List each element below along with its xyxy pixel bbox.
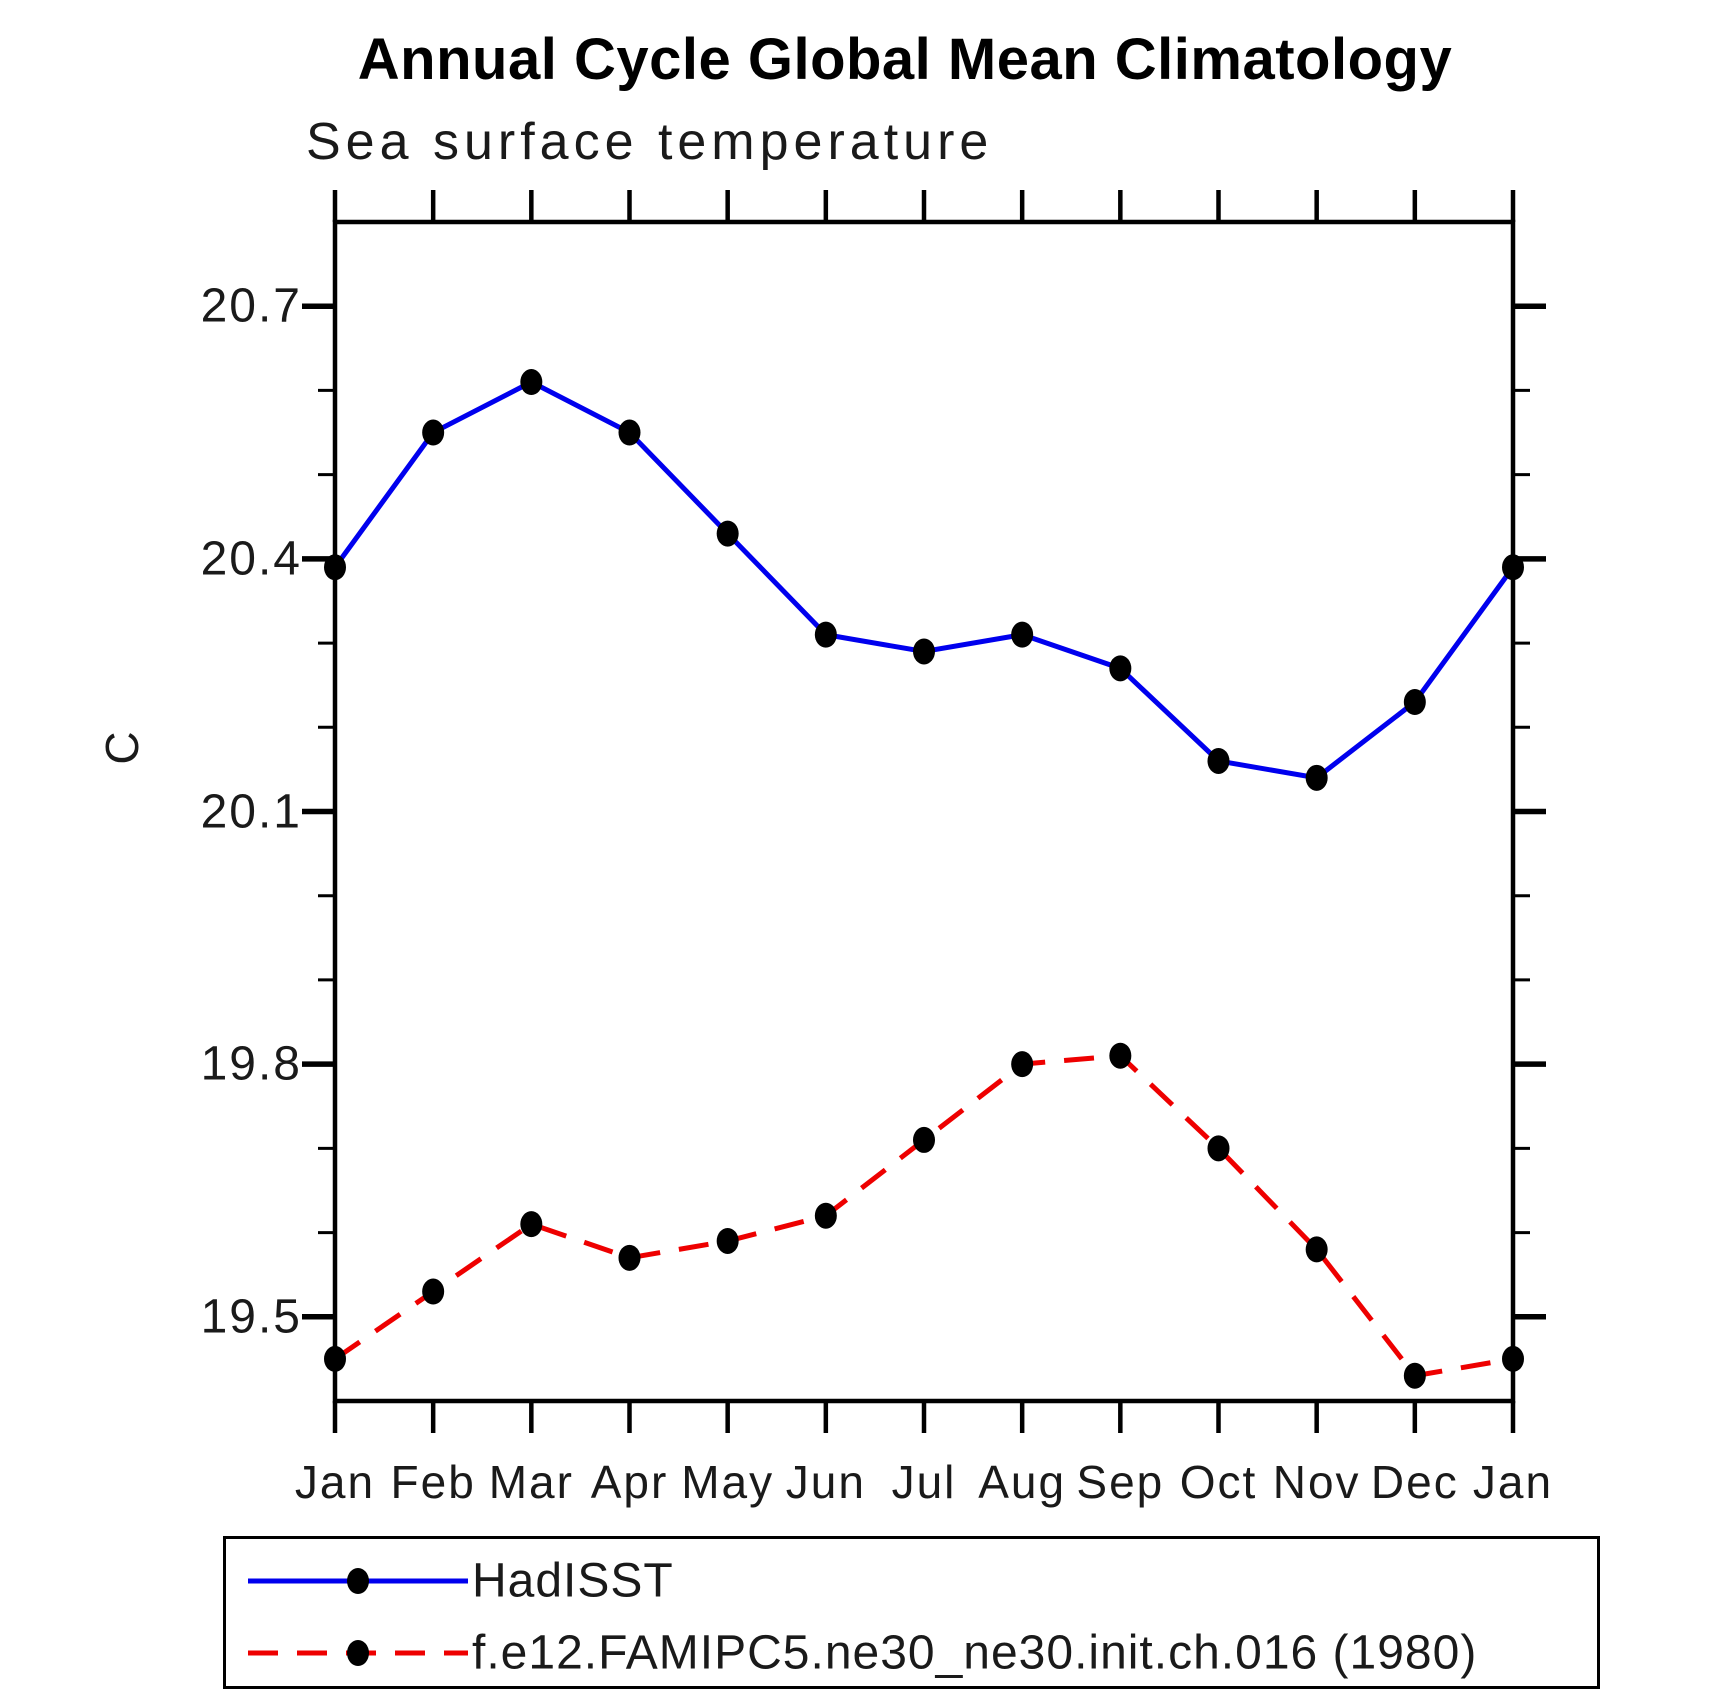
data-point-1-May bbox=[716, 1227, 739, 1254]
data-point-0-Aug bbox=[1011, 621, 1034, 648]
data-point-1-Oct bbox=[1207, 1135, 1230, 1162]
x-tick-label: Apr bbox=[590, 1456, 669, 1508]
y-tick-label: 19.8 bbox=[200, 1037, 302, 1091]
data-point-0-Nov bbox=[1305, 764, 1328, 791]
x-tick-label: Mar bbox=[488, 1456, 574, 1508]
y-tick-label: 20.1 bbox=[200, 785, 302, 838]
y-tick-label: 20.7 bbox=[200, 279, 302, 333]
x-tick-label: Jan bbox=[1472, 1456, 1554, 1508]
series-line-0 bbox=[332, 379, 1516, 781]
data-point-1-Jan bbox=[1502, 1345, 1524, 1372]
data-point-1-Mar bbox=[520, 1211, 543, 1238]
x-tick-label: Oct bbox=[1179, 1456, 1258, 1508]
data-point-0-May bbox=[716, 520, 739, 547]
data-point-1-Jul bbox=[913, 1126, 935, 1153]
plot-frame bbox=[332, 219, 1516, 1404]
legend-sample-marker-0 bbox=[347, 1568, 369, 1594]
legend bbox=[223, 1536, 1600, 1689]
x-tick-label: Jan bbox=[294, 1456, 376, 1508]
data-point-0-Jan bbox=[1502, 554, 1524, 581]
data-point-0-Feb bbox=[422, 419, 445, 446]
x-tick-label: Aug bbox=[978, 1456, 1067, 1508]
chart-subtitle: Sea surface temperature bbox=[306, 113, 994, 171]
data-point-0-Jul bbox=[913, 638, 935, 665]
legend-label-hadisst: HadISST bbox=[472, 1554, 674, 1608]
data-point-1-Nov bbox=[1305, 1236, 1328, 1263]
data-point-0-Oct bbox=[1207, 747, 1230, 774]
data-point-0-Sep bbox=[1109, 655, 1132, 682]
y-tick-label: 20.4 bbox=[200, 532, 302, 586]
data-point-0-Apr bbox=[618, 419, 641, 446]
x-tick-label: Jul bbox=[891, 1456, 957, 1508]
y-axis-unit-label: C bbox=[96, 731, 148, 765]
x-tick-label: May bbox=[681, 1456, 775, 1508]
y-tick-label: 19.5 bbox=[200, 1290, 302, 1344]
data-point-1-Dec bbox=[1403, 1362, 1426, 1389]
data-point-0-Jan bbox=[324, 554, 346, 581]
x-tick-label: Jun bbox=[785, 1456, 866, 1508]
chart-title: Annual Cycle Global Mean Climatology bbox=[357, 27, 1453, 92]
data-point-1-Apr bbox=[618, 1244, 641, 1271]
x-tick-label: Feb bbox=[390, 1456, 476, 1508]
series-line-1 bbox=[333, 1053, 1514, 1379]
data-point-0-Dec bbox=[1403, 689, 1426, 716]
x-tick-label: Nov bbox=[1272, 1456, 1361, 1508]
data-point-1-Aug bbox=[1011, 1051, 1034, 1078]
data-point-0-Mar bbox=[520, 369, 543, 396]
x-tick-label: Sep bbox=[1076, 1456, 1165, 1508]
x-tick-label: Dec bbox=[1370, 1456, 1459, 1508]
data-point-1-Feb bbox=[422, 1278, 445, 1305]
data-point-1-Jun bbox=[814, 1202, 837, 1229]
data-point-1-Sep bbox=[1109, 1042, 1132, 1069]
data-point-1-Jan bbox=[324, 1345, 346, 1372]
legend-label-model: f.e12.FAMIPC5.ne30_ne30.init.ch.016 (198… bbox=[472, 1626, 1478, 1680]
legend-sample-marker-1 bbox=[347, 1640, 369, 1666]
data-point-0-Jun bbox=[814, 621, 837, 648]
